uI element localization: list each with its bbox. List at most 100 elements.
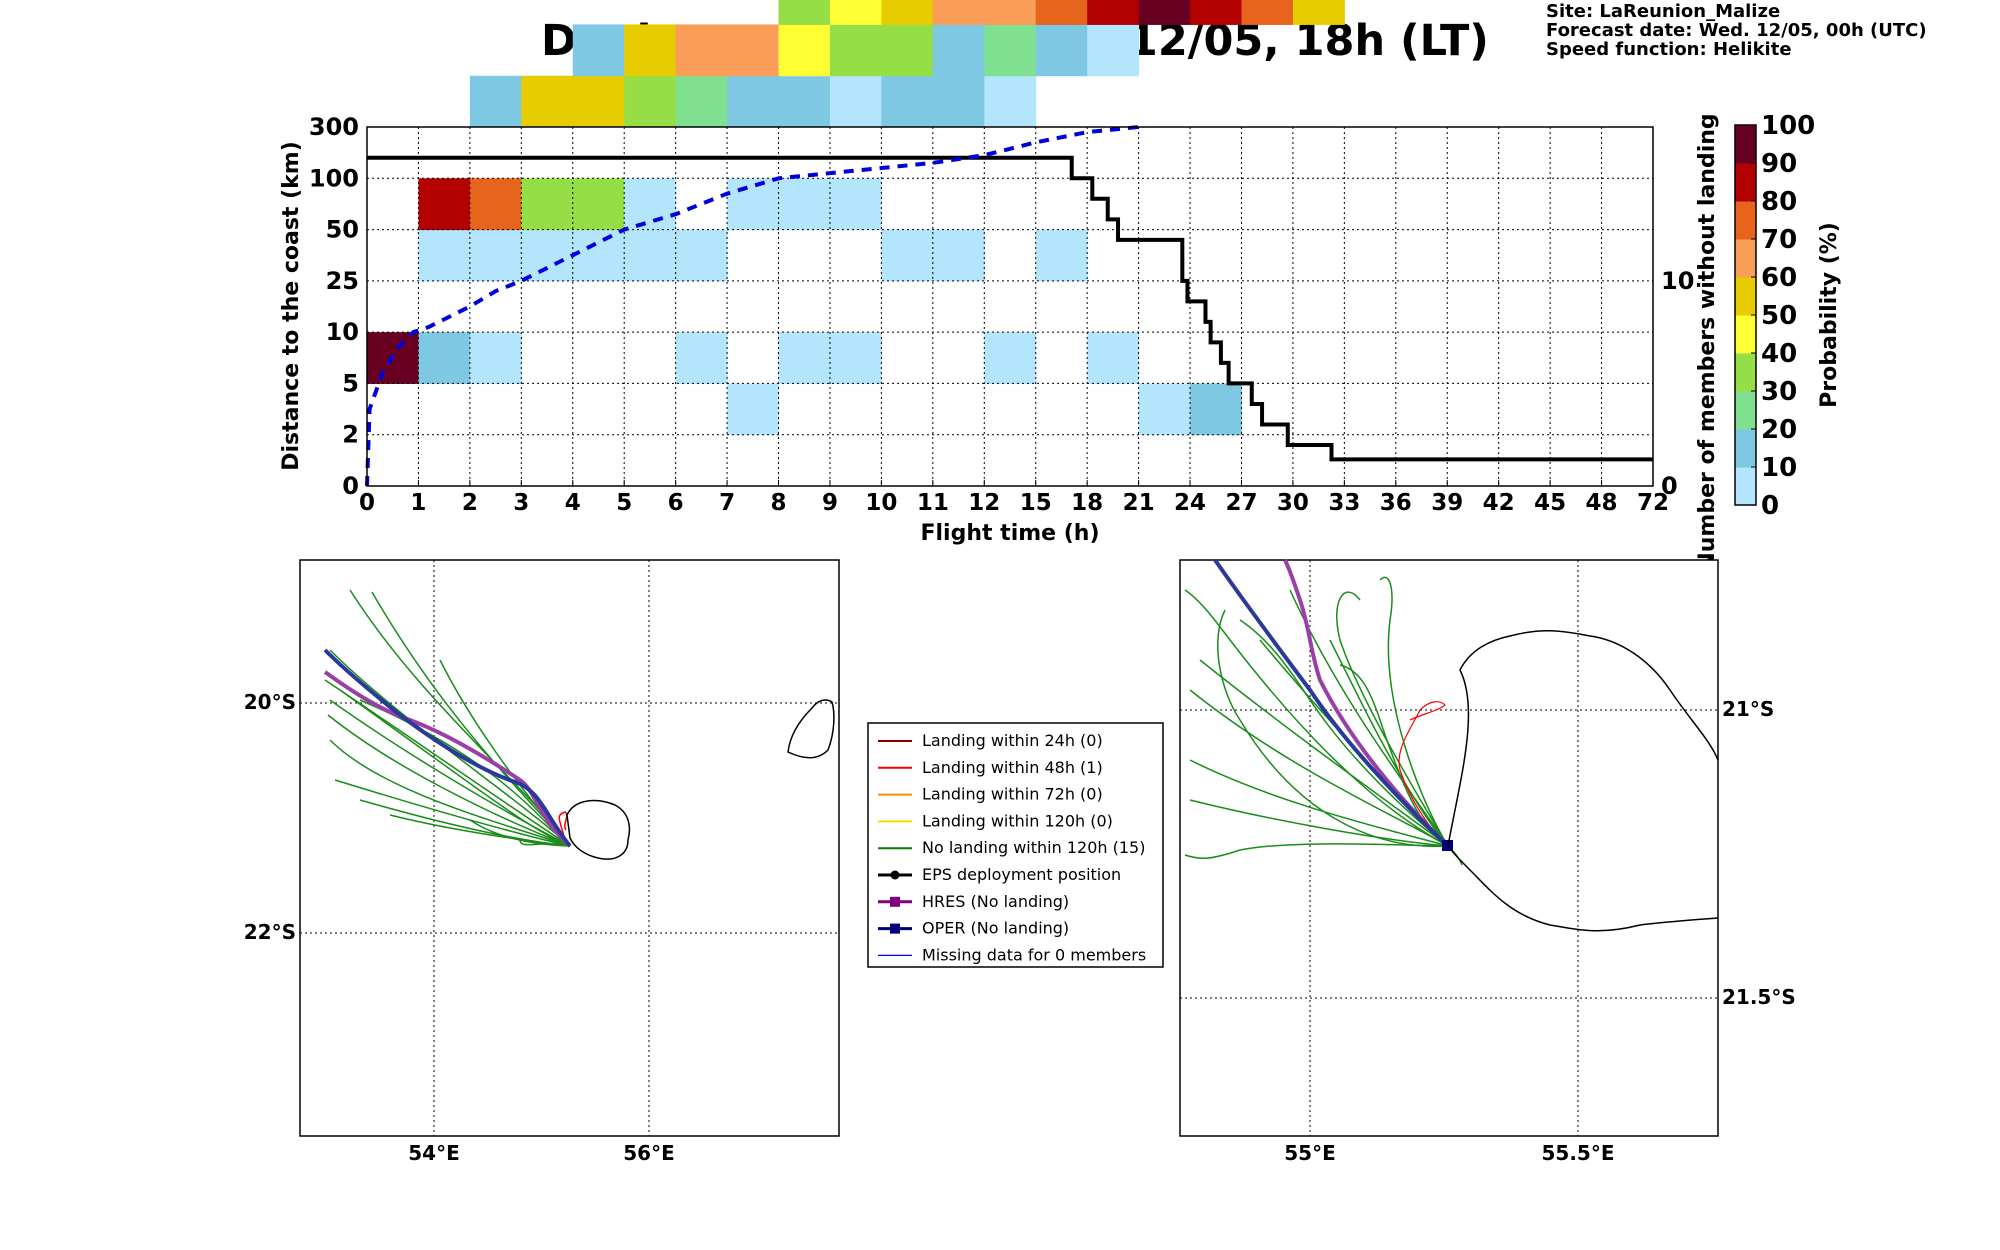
heatmap-cell <box>829 0 882 25</box>
colorbar-segment <box>1735 125 1756 164</box>
heatmap-x-tick-label: 39 <box>1431 490 1463 516</box>
wide-trajectory <box>334 779 571 847</box>
heatmap-x-tick-label: 8 <box>771 490 787 516</box>
heatmap-cells <box>367 0 1345 436</box>
heatmap-cell <box>469 332 522 384</box>
heatmap-x-tick-label: 11 <box>917 490 949 516</box>
colorbar-tick-label: 20 <box>1761 415 1797 445</box>
zoom-map-x-tick: 55°E <box>1284 1141 1336 1165</box>
heatmap-x-tick-label: 72 <box>1637 490 1669 516</box>
heatmap-x-tick-label: 4 <box>565 490 581 516</box>
zoom-landing-48h-trajectory <box>1398 701 1449 847</box>
legend-label: Landing within 120h (0) <box>922 811 1113 830</box>
wide-oper-trajectory <box>323 648 572 848</box>
zoom-trajectory <box>1184 843 1449 860</box>
heatmap-x-tick-label: 36 <box>1380 490 1412 516</box>
heatmap-cell <box>932 24 985 77</box>
heatmap-cell <box>727 178 780 231</box>
heatmap-cell <box>469 229 522 282</box>
zoom-map-y-tick: 21°S <box>1722 697 1774 721</box>
heatmap-y-tick-label: 300 <box>309 113 359 141</box>
colorbar-segment <box>1735 391 1756 430</box>
heatmap-cell <box>727 75 780 128</box>
heatmap-cell <box>984 75 1037 128</box>
heatmap-y-tick-label: 0 <box>342 472 359 500</box>
zoom-trajectory <box>1289 589 1449 847</box>
colorbar-label: Probability (%) <box>1817 222 1842 408</box>
wide-mauritius-island-outline <box>787 699 835 759</box>
colorbar-segment <box>1735 315 1756 354</box>
zoom-reunion-island-outline <box>1447 630 1719 932</box>
colorbar-segment <box>1735 467 1756 506</box>
wide-map-y-tick: 20°S <box>244 690 296 714</box>
speed-function-label: Speed function: Helikite <box>1546 39 1792 60</box>
heatmap-gridlines <box>367 127 1653 486</box>
heatmap-cell <box>572 178 625 231</box>
legend-marker <box>890 896 900 907</box>
heatmap-x-label: Flight time (h) <box>920 521 1099 546</box>
heatmap-cell <box>1190 0 1242 25</box>
wide-trajectory <box>339 689 571 847</box>
heatmap-cell <box>984 332 1037 384</box>
legend-label: EPS deployment position <box>922 865 1121 884</box>
heatmap-x-tick-label: 1 <box>410 490 426 516</box>
heatmap-cell <box>1087 332 1140 384</box>
wide-trajectory <box>519 839 571 847</box>
zoom-hres-trajectory <box>1283 559 1450 848</box>
heatmap-cell <box>829 332 882 384</box>
heatmap-cell <box>572 75 625 128</box>
heatmap-y-tick-label: 100 <box>309 164 359 192</box>
heatmap-cell <box>418 178 471 231</box>
colorbar-tick-label: 70 <box>1761 225 1797 255</box>
wide-map-x-tick: 54°E <box>408 1141 460 1165</box>
wide-hres-trajectory <box>323 670 572 848</box>
heatmap-y-tick-label: 10 <box>326 318 359 346</box>
heatmap-cell <box>932 0 985 25</box>
heatmap-cell <box>778 332 831 384</box>
heatmap-cell <box>1138 0 1191 25</box>
colorbar-segment <box>1735 429 1756 468</box>
heatmap-x-tick-label: 45 <box>1534 490 1566 516</box>
heatmap-x-tick-label: 27 <box>1225 490 1257 516</box>
colorbar-segment <box>1735 277 1756 316</box>
legend-items: Landing within 24h (0) Landing within 48h… <box>878 731 1146 964</box>
heatmap-y-tick-label: 5 <box>342 369 359 397</box>
heatmap-x-tick-label: 48 <box>1586 490 1618 516</box>
legend-label: OPER (No landing) <box>922 919 1069 938</box>
heatmap-x-tick-label: 30 <box>1277 490 1309 516</box>
heatmap-cell <box>675 75 728 128</box>
heatmap-cell <box>675 24 728 77</box>
wide-map-x-tick: 56°E <box>623 1141 675 1165</box>
colorbar-tick-label: 100 <box>1761 111 1815 141</box>
legend-label: Landing within 48h (1) <box>922 758 1103 777</box>
wide-landing-48h-trajectory <box>558 811 568 841</box>
heatmap-x-ticks: 0 1 2 3 4 5 6 7 8 9 10 11 12 15 18 21 24 27 30 33 36 39 42 45 48… <box>359 480 1669 516</box>
heatmap-cell <box>1292 0 1345 25</box>
heatmap-cell <box>624 24 677 77</box>
zoom-trajectory <box>1217 609 1449 848</box>
colorbar-tick-label: 30 <box>1761 377 1797 407</box>
heatmap-cell <box>521 75 574 128</box>
zoom-trajectory <box>1199 659 1449 847</box>
heatmap-x-tick-label: 15 <box>1020 490 1052 516</box>
heatmap-cell <box>1035 229 1088 282</box>
legend: Landing within 24h (0) Landing within 48h… <box>867 722 1164 968</box>
zoom-oper-trajectory <box>1213 558 1450 848</box>
heatmap-x-tick-label: 3 <box>513 490 529 516</box>
heatmap-cell <box>829 24 882 77</box>
members-without-landing-line <box>367 155 1653 462</box>
heatmap-x-tick-label: 7 <box>719 490 735 516</box>
heatmap-cell <box>727 24 780 77</box>
heatmap-y-label: Distance to the coast (km) <box>279 141 304 471</box>
heatmap-cell <box>572 229 625 282</box>
legend-label: HRES (No landing) <box>922 892 1069 911</box>
heatmap-x-tick-label: 2 <box>462 490 478 516</box>
heatmap-cell <box>984 0 1037 25</box>
forecast-date-label: Forecast date: Wed. 12/05, 00h (UTC) <box>1546 20 1927 41</box>
heatmap-cell <box>932 229 985 282</box>
heatmap-y-tick-label: 50 <box>326 216 359 244</box>
legend-label: No landing within 120h (15) <box>922 838 1145 857</box>
zoom-trajectory <box>1329 639 1449 847</box>
wide-trajectory <box>329 739 571 847</box>
